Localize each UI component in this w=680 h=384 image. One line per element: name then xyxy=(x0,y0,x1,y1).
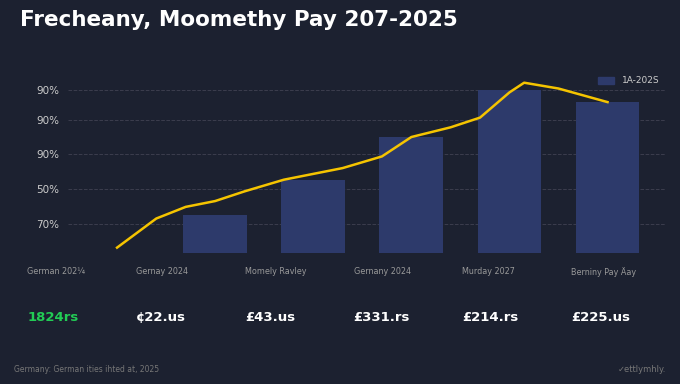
Text: ¢22.us: ¢22.us xyxy=(136,311,186,324)
Bar xyxy=(477,91,541,253)
Text: £331.rs: £331.rs xyxy=(354,311,410,324)
Text: Frecheany, Moomethy Pay 207-2025: Frecheany, Moomethy Pay 207-2025 xyxy=(20,10,458,30)
Bar xyxy=(379,137,443,253)
Text: Gernany 2024: Gernany 2024 xyxy=(354,267,411,276)
Text: Berniny Pay Äay: Berniny Pay Äay xyxy=(571,267,636,277)
Text: 1824rs: 1824rs xyxy=(27,311,78,324)
Text: Germany: German ities ihted at, 2025: Germany: German ities ihted at, 2025 xyxy=(14,366,158,374)
Bar xyxy=(576,102,639,253)
Bar xyxy=(282,180,345,253)
Text: Gernay 2024: Gernay 2024 xyxy=(136,267,188,276)
Text: £43.us: £43.us xyxy=(245,311,295,324)
Text: £225.us: £225.us xyxy=(571,311,630,324)
Text: Murday 2027: Murday 2027 xyxy=(462,267,515,276)
Bar xyxy=(184,215,247,253)
Legend: 1A-202S: 1A-202S xyxy=(596,74,662,88)
Text: £214.rs: £214.rs xyxy=(462,311,519,324)
Text: ✓ettlymhly.: ✓ettlymhly. xyxy=(618,366,666,374)
Text: Momely Ravley: Momely Ravley xyxy=(245,267,306,276)
Text: German 202¼: German 202¼ xyxy=(27,267,85,276)
